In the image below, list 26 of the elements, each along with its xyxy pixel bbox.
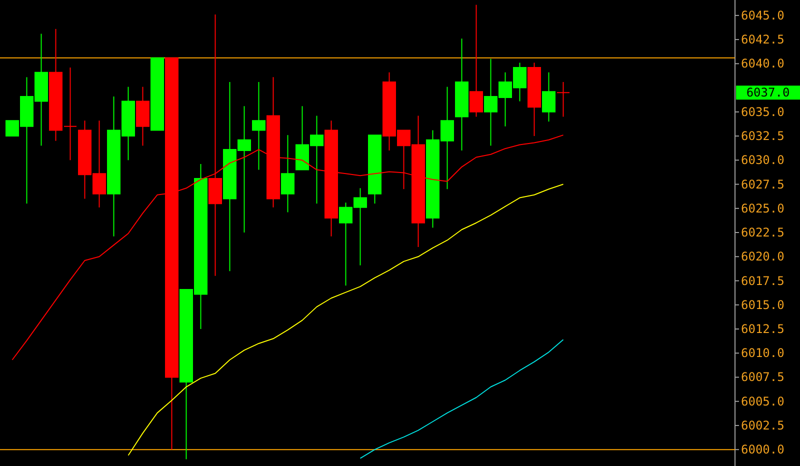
y-tick-label: 6007.5 — [741, 370, 784, 384]
text: 6037.0 — [746, 86, 790, 100]
y-tick-label: 6012.5 — [741, 322, 784, 336]
y-tick-label: 6030.0 — [741, 153, 784, 168]
y-tick-label: 6040.0 — [741, 56, 784, 71]
y-tick-label: 6002.5 — [741, 418, 784, 432]
y-tick-label: 6005.0 — [741, 394, 784, 408]
y-tick-label: 6027.5 — [741, 177, 784, 192]
candlestick — [470, 4, 483, 118]
candlestick — [542, 72, 556, 122]
candlestick — [556, 82, 570, 118]
y-tick-label: 6045.0 — [741, 8, 784, 22]
y-tick-label: 6000.0 — [741, 442, 784, 457]
line-series — [360, 339, 564, 459]
y-tick-label: 6020.0 — [741, 250, 784, 264]
candlestick — [281, 134, 294, 213]
line-series — [128, 184, 564, 456]
y-tick-label: 6025.0 — [741, 201, 784, 216]
y-tick-label: 6042.5 — [741, 32, 784, 47]
y-tick-label: 6017.5 — [741, 274, 784, 288]
y-tick-label: 6035.0 — [741, 104, 784, 119]
y-tick-label: 6032.5 — [741, 129, 784, 144]
candlestick — [252, 82, 266, 170]
y-tick-label: 6015.0 — [741, 298, 784, 312]
y-tick-label: 6022.5 — [741, 226, 784, 240]
y-tick-label: 6010.0 — [741, 346, 784, 360]
